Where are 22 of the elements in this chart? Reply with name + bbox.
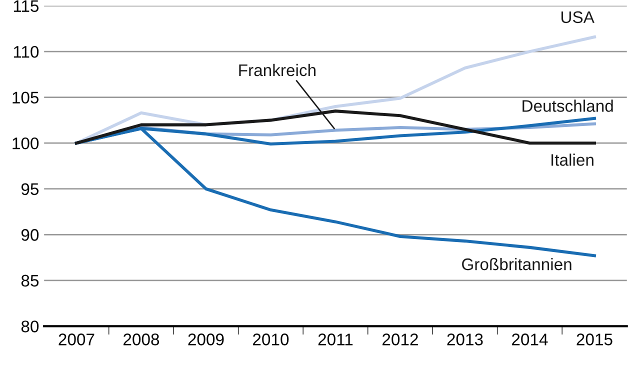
- y-tick-label: 115: [14, 0, 39, 12]
- x-tick-label: 2010: [253, 334, 289, 346]
- y-tick-label: 100: [12, 137, 39, 150]
- series-label: Großbritannien: [462, 258, 572, 270]
- x-tick-label: 2007: [58, 334, 94, 346]
- x-tick-label: 2013: [447, 334, 483, 346]
- series-label: USA: [561, 11, 594, 24]
- x-tick-label: 2014: [512, 334, 548, 346]
- y-tick-label: 85: [21, 274, 39, 287]
- y-tick-label: 80: [21, 320, 39, 332]
- y-tick-label: 105: [12, 92, 39, 104]
- x-tick-label: 2011: [318, 334, 353, 346]
- x-tick-label: 2015: [576, 334, 612, 346]
- series-label: Deutschland: [522, 100, 613, 112]
- series-label: Italien: [552, 154, 594, 166]
- y-tick-label: 95: [21, 183, 39, 196]
- x-tick-label: 2009: [188, 334, 224, 346]
- y-tick-label: 90: [21, 229, 39, 241]
- x-tick-label: 2008: [124, 334, 160, 346]
- y-tick-label: 110: [14, 46, 39, 58]
- x-tick-label: 2012: [382, 334, 418, 346]
- text: Frankreich: [239, 64, 316, 76]
